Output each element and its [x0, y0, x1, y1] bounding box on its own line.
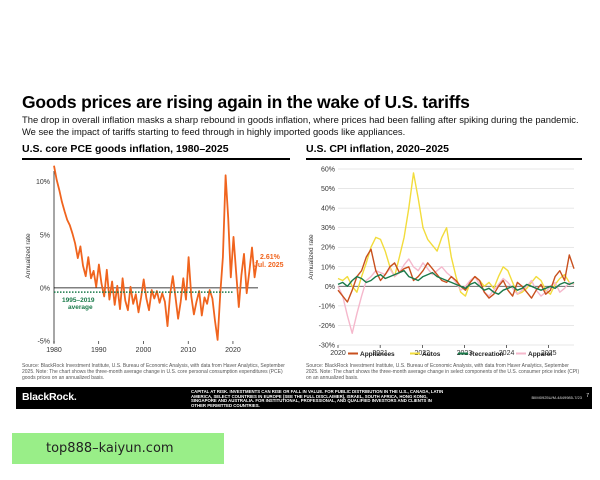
blackrock-logo: BlackRock. [22, 391, 77, 403]
x-tick-label: 1980 [46, 347, 62, 354]
x-tick-label: 1990 [91, 347, 107, 354]
y-tick-label: -20% [319, 323, 335, 330]
x-tick-label: 2021 [372, 350, 388, 357]
latest-date-label: Jul. 2025 [254, 262, 284, 269]
x-tick-label: 2024 [499, 350, 515, 357]
url-banner[interactable]: top888–kaiyun.com [12, 433, 224, 464]
average-label-period: 1995–2019 [62, 297, 95, 304]
y-tick-label: -30% [319, 343, 335, 350]
y-tick-label: 10% [321, 264, 335, 271]
cpi-components-chart: 60% 50% 40% 30% 20% 10% 0% -10% -20% -30%2020 2021… [308, 167, 575, 358]
y-axis-label: Annualized rate [308, 234, 315, 280]
pce-chart-source-note: Source: BlackRock Investment Institute, … [22, 363, 285, 381]
pce-goods-chart: 10% 5% 0% -5%1980 1990 2000 2010 2020 Annualized… [25, 165, 284, 354]
cpi-components-chart-panel: U.S. CPI inflation, 2020–2025 60% 50% 40% 3… [306, 143, 582, 381]
pce-goods-chart-panel: U.S. core PCE goods inflation, 1980–2025… [22, 143, 290, 381]
y-tick-label: 40% [321, 206, 335, 213]
pce-goods-inflation-line [53, 165, 259, 341]
y-tick-label: 0% [40, 285, 50, 292]
legend-label-appliances: Appliances [360, 351, 395, 358]
cpi-chart-title: U.S. CPI inflation, 2020–2025 [306, 143, 582, 160]
y-tick-label: 5% [40, 232, 50, 239]
y-tick-label: 50% [321, 186, 335, 193]
document-code: BIIM0925U/M-4849985-7/23 [531, 395, 582, 400]
x-tick-label: 2010 [180, 347, 196, 354]
series-line-autos [337, 172, 575, 297]
y-tick-label: 60% [321, 167, 335, 174]
page-subtitle: The drop in overall inflation masks a sh… [22, 114, 579, 137]
latest-value-label: 2.61% [260, 254, 281, 261]
legend-label-autos: Autos [422, 351, 441, 358]
x-tick-label: 2022 [414, 350, 430, 357]
x-tick-label: 2000 [136, 347, 152, 354]
y-tick-label: 30% [321, 225, 335, 232]
footer-bar: BlackRock. CAPITAL AT RISK. INVESTMENTS … [16, 387, 592, 409]
y-tick-label: -5% [38, 339, 50, 346]
legend-label-recreation: Recreation [470, 351, 504, 358]
page-title: Goods prices are rising again in the wak… [22, 92, 470, 112]
footer-disclaimer: CAPITAL AT RISK. INVESTMENTS CAN RISE OR… [191, 389, 444, 409]
cpi-chart-source-note: Source: BlackRock Investment Institute, … [306, 363, 580, 381]
x-tick-label: 2025 [541, 350, 557, 357]
url-text[interactable]: top888–kaiyun.com [46, 441, 174, 456]
y-axis-label: Annualized rate [25, 233, 32, 279]
x-tick-label: 2020 [330, 350, 346, 357]
y-tick-label: 0% [325, 284, 335, 291]
y-tick-label: -10% [319, 303, 335, 310]
pce-chart-title: U.S. core PCE goods inflation, 1980–2025 [22, 143, 290, 160]
x-tick-label: 2020 [225, 347, 241, 354]
legend-label-apparel: Apparel [528, 351, 552, 358]
y-tick-label: 10% [36, 179, 50, 186]
series-line-recreation [337, 269, 575, 295]
slide-header: Goods prices are rising again in the wak… [22, 92, 582, 137]
series-line-appliances [337, 248, 575, 303]
y-tick-label: 20% [321, 245, 335, 252]
page-number: 7 [586, 393, 589, 399]
average-label-word: average [68, 304, 93, 311]
series-line-apparel [337, 258, 575, 335]
